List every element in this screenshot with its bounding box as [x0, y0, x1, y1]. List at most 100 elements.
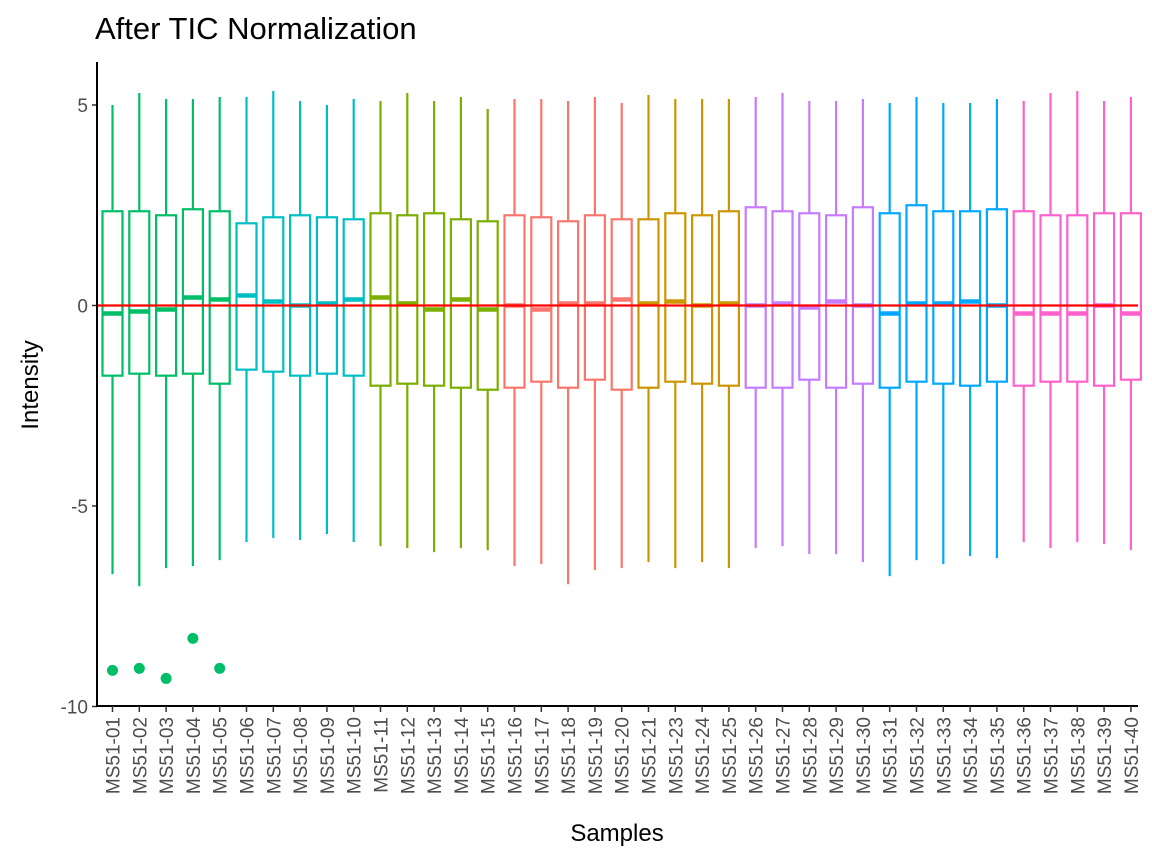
y-tick-label: -5 [71, 497, 88, 518]
box-ms51-02 [128, 92, 151, 674]
outlier-point [133, 662, 145, 674]
box-iqr [423, 212, 446, 387]
x-tick-label: MS51-18 [559, 717, 580, 794]
x-tick-label: MS51-27 [774, 717, 795, 794]
x-tick-label: MS51-04 [184, 717, 205, 795]
x-tick-label: MS51-03 [157, 717, 178, 794]
y-tick-label: -10 [61, 698, 88, 719]
box-ms51-25 [717, 98, 741, 569]
box-ms51-31 [878, 102, 901, 577]
box-ms51-06 [235, 96, 258, 543]
outlier-point [107, 664, 118, 676]
x-tick-label: MS51-09 [318, 717, 339, 794]
x-tick-label: MS51-21 [640, 717, 661, 794]
box-iqr [985, 208, 1009, 383]
box-ms51-19 [583, 96, 607, 571]
x-tick-label: MS51-32 [908, 717, 929, 794]
box-iqr [798, 212, 821, 381]
box-iqr [744, 206, 767, 389]
chart-title: After TIC Normalization [95, 11, 417, 46]
box-ms51-27 [771, 92, 794, 547]
box-ms51-38 [1066, 90, 1089, 543]
box-iqr [1066, 214, 1089, 383]
x-axis-ticks: MS51-01 MS51-02 MS51-03 MS51-04 MS51-05 MS51-… [104, 706, 1143, 794]
box-iqr [664, 212, 687, 383]
box-ms51-05 [208, 96, 231, 674]
x-tick-label: MS51-28 [800, 717, 821, 794]
x-tick-label: MS51-05 [211, 717, 232, 794]
box-ms51-12 [396, 92, 419, 549]
x-tick-label: MS51-12 [398, 717, 419, 794]
box-iqr [503, 214, 526, 389]
x-tick-label: MS51-16 [506, 717, 527, 794]
box-ms51-16 [503, 98, 526, 567]
x-tick-label: MS51-38 [1068, 717, 1089, 794]
box-iqr [851, 206, 875, 385]
box-iqr [1012, 210, 1035, 387]
box-iqr [690, 214, 714, 385]
x-tick-label: MS51-23 [666, 717, 687, 794]
box-iqr [315, 216, 338, 375]
box-ms51-17 [530, 98, 553, 565]
box-iqr [583, 214, 607, 381]
x-tick-label: MS51-30 [854, 717, 875, 794]
box-ms51-34 [958, 102, 982, 557]
x-tick-label: MS51-40 [1122, 717, 1143, 794]
x-tick-label: MS51-02 [130, 717, 151, 794]
box-iqr [155, 214, 178, 377]
box-iqr [128, 210, 151, 375]
box-iqr [905, 204, 928, 383]
box-iqr [958, 210, 982, 387]
x-tick-label: MS51-34 [961, 717, 982, 795]
box-iqr [101, 210, 124, 377]
box-ms51-24 [690, 98, 714, 563]
box-iqr [1039, 214, 1062, 383]
box-ms51-15 [476, 109, 499, 551]
box-iqr [262, 216, 285, 373]
box-iqr [449, 218, 472, 389]
x-tick-label: MS51-15 [479, 717, 500, 794]
x-tick-label: MS51-35 [988, 717, 1009, 794]
box-ms51-33 [932, 102, 955, 565]
outlier-point [187, 632, 199, 644]
y-tick-label: 5 [77, 96, 88, 117]
box-ms51-08 [289, 100, 312, 541]
box-ms51-18 [556, 100, 580, 585]
box-ms51-11 [369, 100, 392, 547]
x-tick-label: MS51-29 [827, 717, 848, 794]
x-tick-label: MS51-07 [264, 717, 285, 794]
x-tick-label: MS51-25 [720, 717, 741, 794]
box-ms51-35 [985, 98, 1009, 559]
box-ms51-10 [342, 98, 365, 543]
box-iqr [771, 210, 794, 389]
box-ms51-13 [423, 100, 446, 553]
box-ms51-04 [181, 98, 204, 644]
box-iqr [1092, 212, 1116, 387]
box-ms51-29 [824, 100, 848, 555]
box-ms51-14 [449, 96, 472, 549]
box-ms51-23 [664, 98, 687, 569]
x-tick-label: MS51-06 [238, 717, 259, 794]
x-tick-label: MS51-17 [532, 717, 553, 794]
x-tick-label: MS51-13 [425, 717, 446, 794]
box-ms51-37 [1039, 92, 1062, 549]
box-iqr [289, 214, 312, 377]
box-ms51-01 [101, 105, 124, 676]
x-tick-label: MS51-14 [452, 717, 473, 795]
box-iqr [396, 214, 419, 385]
x-tick-label: MS51-24 [693, 717, 714, 795]
x-tick-label: MS51-36 [1015, 717, 1036, 794]
outlier-point [214, 662, 226, 674]
x-tick-label: MS51-39 [1095, 717, 1116, 794]
x-tick-label: MS51-10 [345, 717, 366, 794]
box-ms51-09 [315, 105, 338, 535]
box-ms51-32 [905, 96, 928, 561]
box-iqr [1119, 212, 1143, 381]
x-tick-label: MS51-11 [372, 717, 393, 793]
x-tick-label: MS51-37 [1042, 717, 1063, 794]
x-tick-label: MS51-33 [934, 717, 955, 794]
y-axis-ticks: 5 0 -5 -10 [61, 96, 97, 719]
box-iqr [932, 210, 955, 385]
box-ms51-40 [1119, 96, 1143, 551]
